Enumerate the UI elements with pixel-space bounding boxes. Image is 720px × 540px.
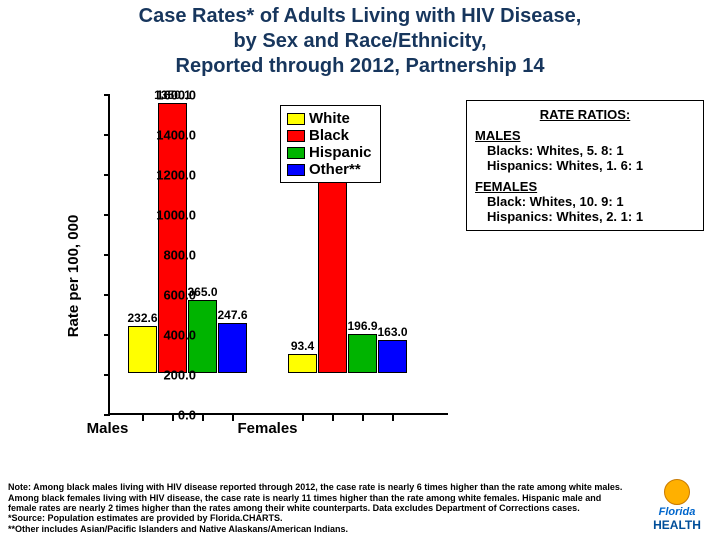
logo-top-text: Florida <box>642 506 712 518</box>
x-tick-mark <box>142 415 144 421</box>
footnote-line: **Other includes Asian/Pacific Islanders… <box>8 524 628 534</box>
bar: 93.4 <box>288 354 317 373</box>
sun-icon <box>664 479 690 505</box>
florida-health-logo: Florida HEALTH <box>642 479 712 532</box>
bar: 196.9 <box>348 334 377 373</box>
bar-value-label: 163.0 <box>377 325 407 339</box>
footnote-line: *Source: Population estimates are provid… <box>8 513 628 523</box>
legend-swatch <box>287 147 305 159</box>
y-tick-mark <box>104 334 110 336</box>
bar-group: 93.41020.7196.9163.0 <box>288 169 408 373</box>
legend-item: Black <box>287 127 372 144</box>
y-tick-label: 800.0 <box>126 248 196 263</box>
y-tick-mark <box>104 374 110 376</box>
page-title: Case Rates* of Adults Living with HIV Di… <box>0 0 720 79</box>
x-tick-mark <box>302 415 304 421</box>
title-line-1: Case Rates* of Adults Living with HIV Di… <box>0 4 720 29</box>
y-tick-mark <box>104 94 110 96</box>
x-axis-group-label: Males <box>87 420 129 437</box>
y-tick-mark <box>104 214 110 216</box>
bar-value-label: 93.4 <box>291 339 314 353</box>
x-axis-group-label: Females <box>237 420 297 437</box>
y-tick-mark <box>104 174 110 176</box>
bar-value-label: 232.6 <box>127 311 157 325</box>
rate-ratios-box: RATE RATIOS: MALESBlacks: Whites, 5. 8: … <box>466 100 704 231</box>
legend-swatch <box>287 130 305 142</box>
x-tick-mark <box>232 415 234 421</box>
bar: 247.6 <box>218 323 247 373</box>
ratio-line: Blacks: Whites, 5. 8: 1 <box>475 143 695 158</box>
bar-value-label: 196.9 <box>347 319 377 333</box>
logo-bottom-text: HEALTH <box>642 518 712 532</box>
x-tick-mark <box>202 415 204 421</box>
legend-swatch <box>287 164 305 176</box>
y-tick-label: 1600.0 <box>126 88 196 103</box>
legend-swatch <box>287 113 305 125</box>
bar-value-label: 247.6 <box>217 308 247 322</box>
chart: Rate per 100, 000 232.61350.1365.0247.69… <box>28 95 458 457</box>
legend-label: Black <box>309 127 349 144</box>
y-tick-mark <box>104 254 110 256</box>
x-tick-mark <box>392 415 394 421</box>
y-tick-label: 0.0 <box>126 408 196 423</box>
y-tick-mark <box>104 134 110 136</box>
y-tick-label: 1200.0 <box>126 168 196 183</box>
ratio-section-head: MALES <box>475 128 695 143</box>
legend-label: Hispanic <box>309 144 372 161</box>
rate-ratios-title: RATE RATIOS: <box>475 107 695 122</box>
y-axis-label: Rate per 100, 000 <box>65 215 82 338</box>
ratio-line: Hispanics: Whites, 1. 6: 1 <box>475 158 695 173</box>
y-tick-label: 1400.0 <box>126 128 196 143</box>
x-tick-mark <box>172 415 174 421</box>
ratio-line: Hispanics: Whites, 2. 1: 1 <box>475 209 695 224</box>
legend-item: White <box>287 110 372 127</box>
title-line-3: Reported through 2012, Partnership 14 <box>0 54 720 79</box>
legend-label: Other** <box>309 161 361 178</box>
x-tick-mark <box>332 415 334 421</box>
title-line-2: by Sex and Race/Ethnicity, <box>0 29 720 54</box>
x-tick-mark <box>362 415 364 421</box>
legend-item: Other** <box>287 161 372 178</box>
legend-item: Hispanic <box>287 144 372 161</box>
y-tick-label: 200.0 <box>126 368 196 383</box>
ratio-section-head: FEMALES <box>475 179 695 194</box>
legend: WhiteBlackHispanicOther** <box>280 105 381 183</box>
legend-label: White <box>309 110 350 127</box>
y-tick-label: 400.0 <box>126 328 196 343</box>
y-tick-label: 600.0 <box>126 288 196 303</box>
y-tick-mark <box>104 414 110 416</box>
footnote-line: Note: Among black males living with HIV … <box>8 482 628 513</box>
bar: 1020.7 <box>318 169 347 373</box>
bar: 163.0 <box>378 340 407 373</box>
footnote: Note: Among black males living with HIV … <box>8 482 628 534</box>
ratio-line: Black: Whites, 10. 9: 1 <box>475 194 695 209</box>
y-tick-mark <box>104 294 110 296</box>
y-tick-label: 1000.0 <box>126 208 196 223</box>
